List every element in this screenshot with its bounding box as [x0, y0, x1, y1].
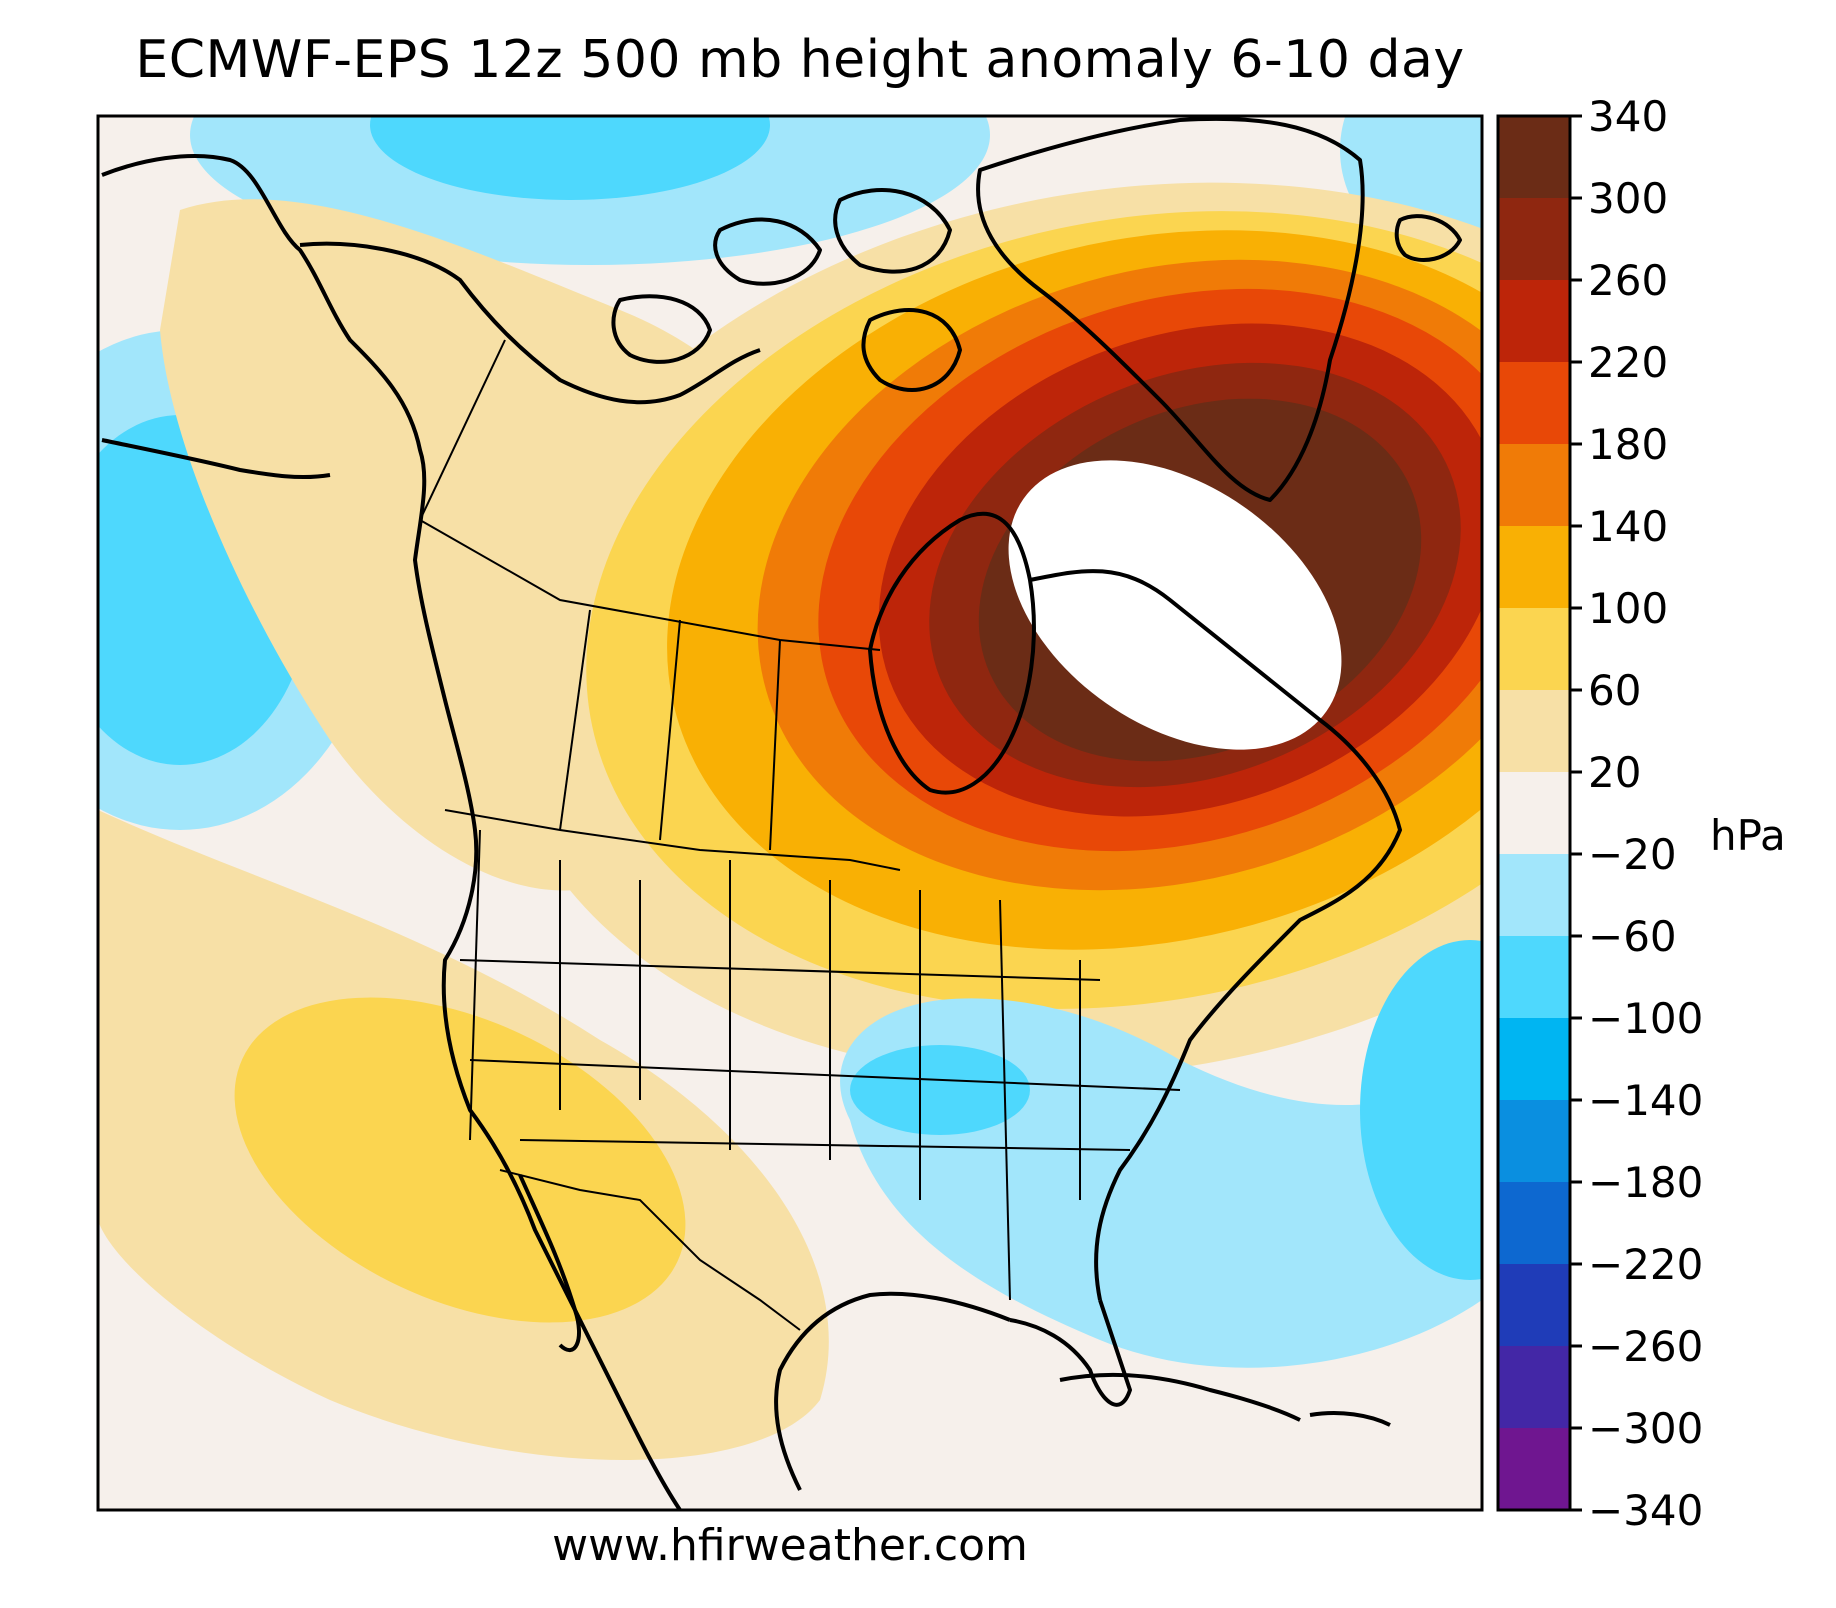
colorbar-band: [1498, 772, 1570, 855]
colorbar-band: [1498, 854, 1570, 937]
colorbar-band: [1498, 362, 1570, 445]
colorbar-band: [1498, 1018, 1570, 1101]
colorbar-tick-label: 340: [1588, 92, 1668, 141]
map-frame: [96, 114, 1484, 1512]
colorbar-tick-label: 180: [1588, 420, 1668, 469]
colorbar-band: [1498, 280, 1570, 363]
colorbar-band: [1498, 526, 1570, 609]
coastlines: [101, 116, 1462, 1510]
colorbar-band: [1498, 690, 1570, 773]
colorbar-tick-label: 300: [1588, 174, 1668, 223]
colorbar-band: [1498, 1264, 1570, 1347]
map-title: ECMWF-EPS 12z 500 mb height anomaly 6-10…: [135, 30, 1465, 90]
colorbar-tick-label: −20: [1588, 830, 1677, 879]
colorbar-tick-label: −180: [1588, 1158, 1703, 1207]
colorbar-frame: [1496, 114, 1572, 1512]
colorbar-tick-label: −340: [1588, 1486, 1703, 1535]
colorbar-tick-label: 100: [1588, 584, 1668, 633]
colorbar-band: [1498, 1428, 1570, 1511]
colorbar-ticks: 340 300 260 220 180 140 100 60 20 −20 −60 −100 −140 −…: [1570, 92, 1703, 1535]
anomaly-southwest: [98, 810, 829, 1460]
colorbar-unit-label: hPa: [1710, 811, 1786, 860]
colorbar-band: [1498, 936, 1570, 1019]
colorbar-tick-label: −140: [1588, 1076, 1703, 1125]
colorbar-tick-label: 60: [1588, 666, 1641, 715]
colorbar-tick-label: 260: [1588, 256, 1668, 305]
map-panel: [98, 116, 1482, 1510]
anomaly-central-us-trough: [840, 940, 1482, 1368]
colorbar-tick-label: −260: [1588, 1322, 1703, 1371]
colorbar-band: [1498, 1100, 1570, 1183]
colorbar-band: [1498, 116, 1570, 199]
colorbar-band: [1498, 198, 1570, 281]
colorbar-tick-label: 220: [1588, 338, 1668, 387]
colorbar-tick-label: −60: [1588, 912, 1677, 961]
colorbar-tick-label: −220: [1588, 1240, 1703, 1289]
colorbar-tick-label: −300: [1588, 1404, 1703, 1453]
colorbar-tick-label: 140: [1588, 502, 1668, 551]
colorbar-band: [1498, 1346, 1570, 1429]
colorbar-band: [1498, 1182, 1570, 1265]
political-borders: [419, 339, 1181, 1331]
colorbar: [1498, 116, 1570, 1511]
source-credit: www.hfirweather.com: [552, 1520, 1028, 1571]
colorbar-tick-label: −100: [1588, 994, 1703, 1043]
colorbar-band: [1498, 444, 1570, 527]
anomaly-canada-ridge: [495, 182, 1482, 1078]
colorbar-band: [1498, 608, 1570, 691]
colorbar-tick-label: 20: [1588, 748, 1641, 797]
